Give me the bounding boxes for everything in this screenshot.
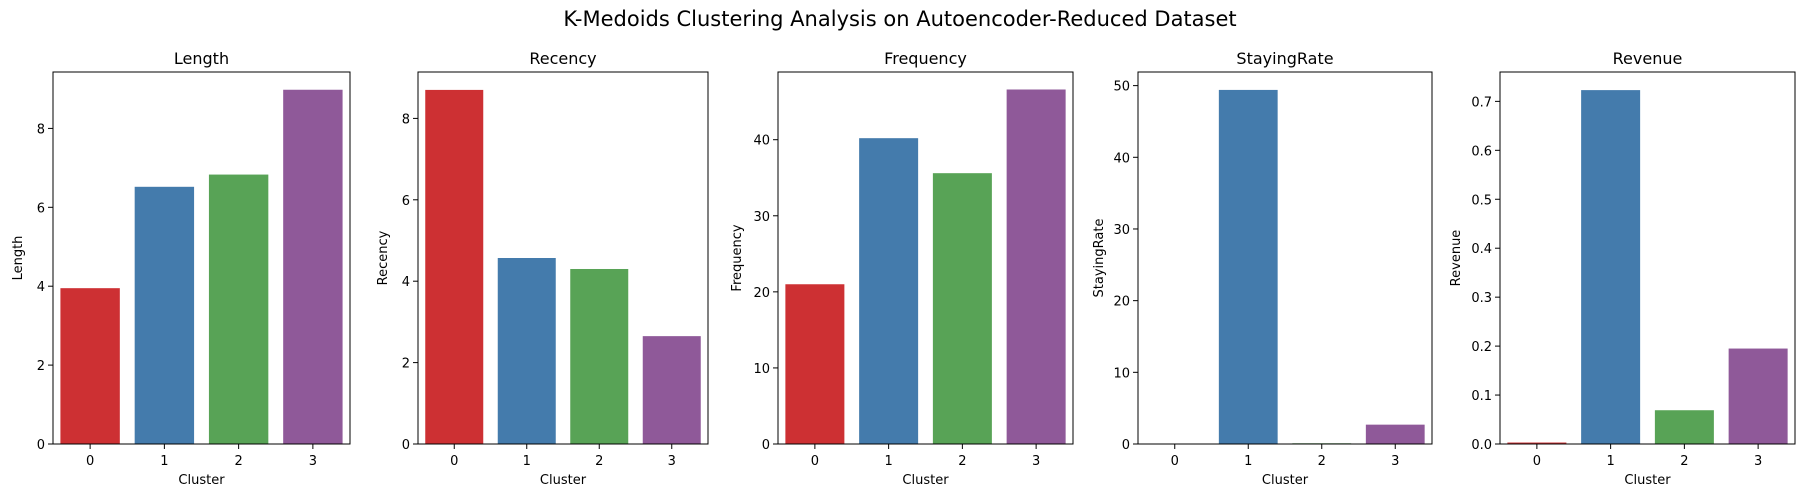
y-tick-label: 2: [402, 357, 410, 372]
y-tick-label: 0.7: [1471, 95, 1492, 110]
y-tick-label: 0.6: [1471, 144, 1492, 159]
x-axis-label: Cluster: [178, 473, 225, 488]
subplot-frequency: 0 10 20 30 40 0 1 2 3 Frequency Cluster Frequency: [730, 49, 1074, 488]
y-tick-label: 40: [753, 134, 770, 149]
bar-cluster-0: [1507, 442, 1567, 444]
y-tick-label: 6: [37, 201, 45, 216]
y-tick-label: 0.5: [1471, 193, 1492, 208]
bar-cluster-1: [1218, 89, 1278, 445]
y-tick-label: 4: [402, 275, 410, 290]
y-axis-label: StayingRate: [1092, 219, 1107, 298]
x-tick-label: 2: [1318, 454, 1326, 469]
y-tick-label: 30: [1113, 223, 1130, 238]
y-tick-label: 8: [37, 122, 45, 137]
x-tick-label: 1: [884, 454, 892, 469]
x-tick-label: 3: [309, 454, 317, 469]
y-tick-label: 50: [1113, 80, 1130, 95]
axes-frame: [52, 71, 351, 445]
axes-frame: [1499, 71, 1796, 445]
y-tick-label: 0: [762, 438, 770, 453]
x-tick-label: 2: [595, 454, 603, 469]
x-tick-label: 1: [1244, 454, 1252, 469]
subplot-revenue: 0.0 0.1 0.2 0.3 0.4 0.5 0.6 0.7 0 1 2 3 Revenue Clust…: [1449, 49, 1796, 488]
y-tick-label: 10: [753, 362, 770, 377]
x-tick-label: 3: [1391, 454, 1399, 469]
axes-frame: [777, 71, 1074, 445]
y-tick-label: 0: [402, 438, 410, 453]
y-tick-label: 30: [753, 210, 770, 225]
y-tick-label: 6: [402, 194, 410, 209]
x-tick-label: 1: [1606, 454, 1614, 469]
bar-cluster-1: [497, 258, 556, 444]
bar-cluster-3: [283, 89, 343, 444]
y-tick-label: 0: [37, 438, 45, 453]
subplot-recency: 0 2 4 6 8 0 1 2 3 Recency Cluster Recency: [376, 49, 709, 488]
x-tick-label: 0: [1171, 454, 1179, 469]
y-tick-label: 0: [1122, 438, 1130, 453]
subplot-length: 0 2 4 6 8 0 1 2 3 Length Cluster Length: [11, 49, 351, 488]
x-tick-label: 1: [160, 454, 168, 469]
x-tick-label: 0: [811, 454, 819, 469]
bar-cluster-3: [1365, 424, 1425, 444]
y-axis-label: Recency: [376, 230, 391, 285]
x-tick-label: 1: [523, 454, 531, 469]
x-tick-label: 3: [1032, 454, 1040, 469]
axes-frame: [1137, 71, 1433, 445]
x-tick-label: 3: [668, 454, 676, 469]
y-tick-label: 8: [402, 112, 410, 127]
bar-cluster-0: [785, 284, 845, 444]
x-axis-label: Cluster: [902, 473, 949, 488]
x-tick-label: 0: [450, 454, 458, 469]
bar-cluster-2: [570, 268, 629, 444]
x-tick-label: 0: [86, 454, 94, 469]
subplot-title: StayingRate: [1236, 49, 1333, 68]
bar-cluster-0: [60, 288, 120, 444]
x-axis-label: Cluster: [1624, 473, 1671, 488]
y-tick-label: 20: [753, 286, 770, 301]
x-tick-label: 2: [1680, 454, 1688, 469]
subplot-title: Revenue: [1613, 49, 1683, 68]
y-tick-label: 2: [37, 359, 45, 374]
bar-cluster-3: [1006, 89, 1066, 444]
y-tick-label: 0.1: [1471, 389, 1492, 404]
figure-title: K-Medoids Clustering Analysis on Autoenc…: [563, 7, 1236, 31]
x-tick-label: 3: [1754, 454, 1762, 469]
x-tick-label: 2: [234, 454, 242, 469]
y-axis-label: Frequency: [730, 224, 745, 291]
y-tick-label: 20: [1113, 295, 1130, 310]
y-axis-label: Length: [11, 236, 26, 281]
bar-cluster-1: [134, 186, 195, 445]
bar-cluster-1: [859, 138, 919, 444]
y-tick-label: 0.0: [1471, 438, 1492, 453]
bar-cluster-2: [932, 173, 992, 444]
bar-cluster-1: [1581, 90, 1641, 445]
y-tick-label: 40: [1113, 151, 1130, 166]
axes-frame: [417, 71, 709, 445]
bar-cluster-3: [1728, 348, 1788, 444]
x-axis-label: Cluster: [1262, 473, 1309, 488]
x-tick-label: 2: [958, 454, 966, 469]
y-tick-label: 0.3: [1471, 291, 1492, 306]
x-tick-label: 0: [1533, 454, 1541, 469]
subplot-title: Recency: [529, 49, 596, 68]
bar-cluster-2: [208, 174, 269, 444]
y-tick-label: 0.4: [1471, 242, 1492, 257]
x-axis-label: Cluster: [540, 473, 587, 488]
subplot-title: Frequency: [884, 49, 967, 68]
y-axis-label: Revenue: [1449, 230, 1464, 287]
bar-cluster-2: [1654, 410, 1714, 444]
y-tick-label: 10: [1113, 366, 1130, 381]
y-tick-label: 4: [37, 280, 45, 295]
bar-cluster-3: [642, 336, 701, 444]
subplot-stayingrate: 0 10 20 30 40 50 0 1 2 3 StayingRate Cluster Staying…: [1092, 49, 1433, 488]
y-tick-label: 0.2: [1471, 340, 1492, 355]
subplot-title: Length: [174, 49, 229, 68]
bar-cluster-0: [425, 89, 484, 444]
